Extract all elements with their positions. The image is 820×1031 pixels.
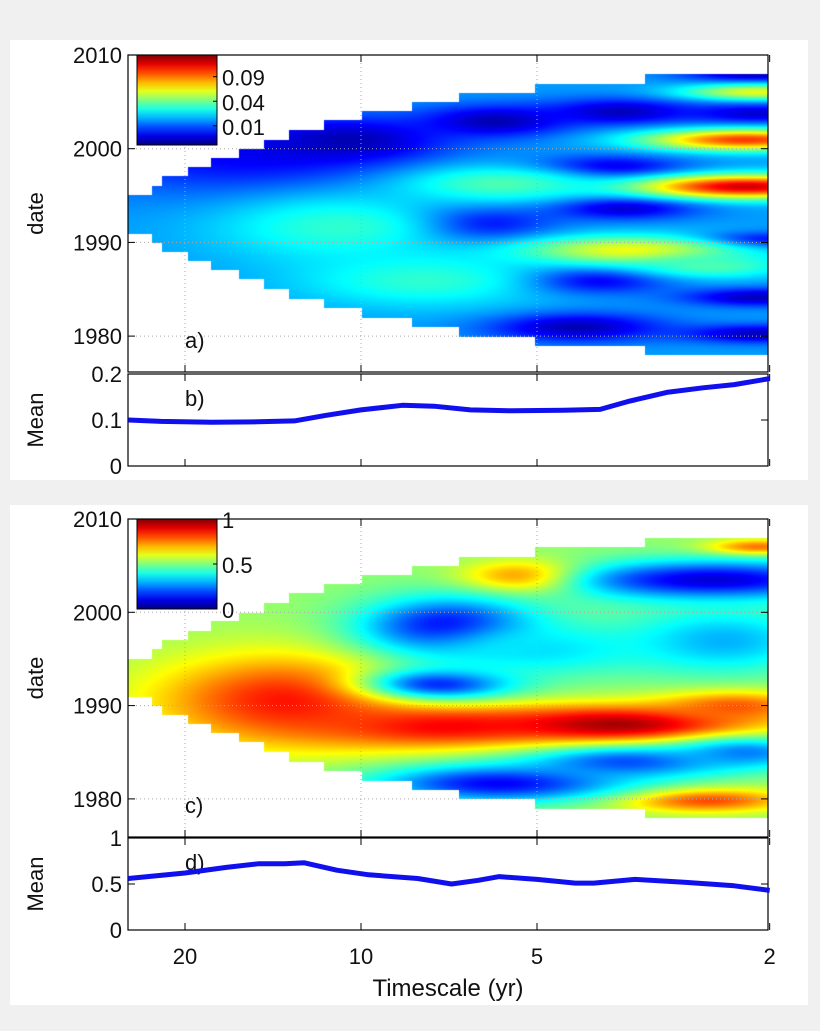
y-axis-label: Mean — [23, 856, 48, 911]
mean-line — [128, 860, 771, 893]
y-axis-label: date — [23, 192, 48, 235]
y-tick-label: 1 — [110, 826, 122, 851]
y-tick-label: 1990 — [73, 694, 122, 719]
x-tick-label: 20 — [173, 944, 197, 969]
mean-line — [128, 376, 771, 425]
y-tick-label: 1980 — [73, 324, 122, 349]
colorbar-tick-label: 1 — [222, 508, 234, 533]
x-tick-label: 2 — [764, 944, 776, 969]
axes-frame — [127, 54, 769, 373]
y-tick-label: 1990 — [73, 230, 122, 255]
x-axis-label: Timescale (yr) — [372, 975, 523, 1002]
y-axis-label: Mean — [23, 392, 48, 447]
y-tick-label: 0.2 — [91, 362, 122, 387]
y-tick-label: 2010 — [73, 507, 122, 532]
axes-frame — [127, 373, 769, 467]
y-tick-label: 2010 — [73, 43, 122, 68]
colorbar-tick-label: 0.5 — [222, 553, 253, 578]
colorbar-tick-label: 0.01 — [222, 115, 265, 140]
panel-label: c) — [185, 793, 203, 818]
y-tick-label: 0 — [110, 918, 122, 943]
colorbar — [136, 518, 218, 610]
y-tick-label: 0 — [110, 454, 122, 479]
colorbar-tick-label: 0.04 — [222, 90, 265, 115]
heatmap-c — [128, 519, 768, 837]
y-tick-label: 1980 — [73, 787, 122, 812]
y-tick-label: 0.5 — [91, 872, 122, 897]
heatmap-a — [128, 55, 768, 372]
y-tick-label: 2000 — [73, 600, 122, 625]
y-tick-label: 0.1 — [91, 408, 122, 433]
panel-label: b) — [185, 386, 205, 411]
panel-label: a) — [185, 328, 205, 353]
x-tick-label: 10 — [349, 944, 373, 969]
y-tick-label: 2000 — [73, 137, 122, 162]
axes-frame — [127, 837, 769, 931]
y-axis-label: date — [23, 657, 48, 700]
colorbar-tick-label: 0.09 — [222, 66, 265, 91]
colorbar — [136, 54, 218, 146]
x-tick-label: 5 — [531, 944, 543, 969]
axes-frame — [127, 518, 769, 838]
colorbar-tick-label: 0 — [222, 598, 234, 623]
